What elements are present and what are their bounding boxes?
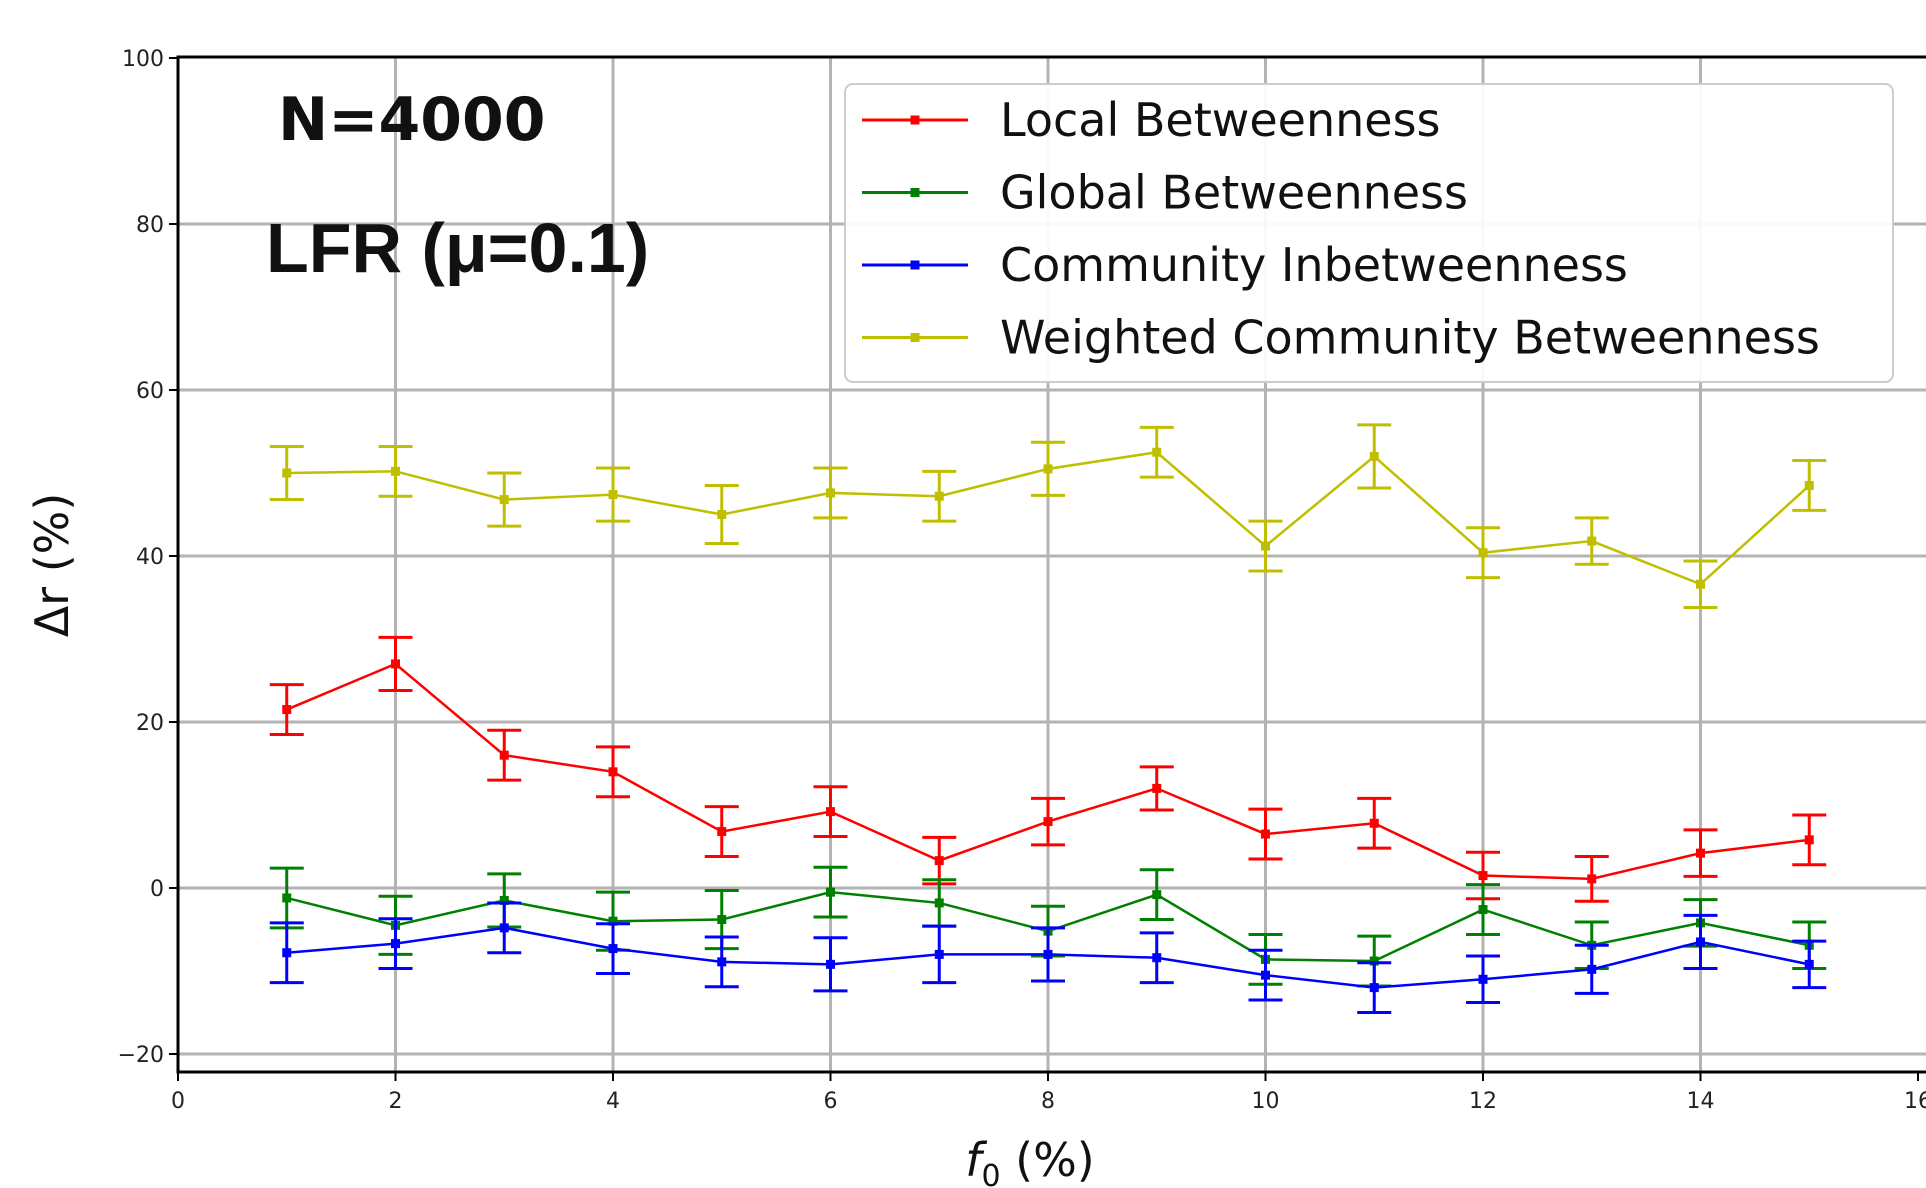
x-tick-label: 10 [1252,1089,1280,1114]
x-tick-label: 16 [1904,1089,1926,1114]
data-point [1804,959,1814,969]
legend-label: Community Inbetweenness [1000,238,1628,292]
x-tick-label: 6 [824,1089,838,1114]
data-point [826,887,835,897]
legend-label: Weighted Community Betweenness [1000,311,1820,365]
ticks: 0 2 4 6 8 10 12 14 16 −20 0 20 40 60 80 100 [118,47,1926,1114]
legend-swatch-marker [910,260,920,270]
plot-frame [176,55,1926,1074]
data-point [1478,905,1488,915]
data-point [934,491,944,501]
data-point [1369,983,1379,993]
series-local-betweenness [269,635,1827,903]
y-tick-label: −20 [118,1043,164,1068]
y-tick-label: 20 [136,711,164,736]
legend-label: Local Betweenness [1000,93,1441,147]
data-point [1696,937,1705,947]
x-tick-label: 4 [606,1089,620,1114]
legend: Local Betweenness Global Betweenness Commu… [844,83,1894,383]
data-point [282,468,292,478]
data-point [717,915,727,925]
data-point [391,659,400,669]
legend-swatch-marker [910,333,920,342]
data-point [1152,447,1162,457]
series-weighted-community-betweenness [269,423,1827,609]
annotation-n: N=4000 [278,85,545,155]
data-point [1696,579,1705,589]
x-tick-label: 14 [1687,1089,1715,1114]
data-point [608,944,618,954]
data-point [1261,829,1270,839]
data-point [1043,949,1053,959]
data-point [1587,536,1597,546]
data-point [826,488,835,498]
legend-box [844,83,1894,383]
data-point [1369,818,1379,828]
data-point [1587,964,1597,974]
y-tick-label: 40 [136,545,164,570]
data-point [1478,548,1488,558]
data-point [1261,541,1270,551]
x-tick-label: 2 [389,1089,403,1114]
data-point [1261,970,1270,980]
data-point [934,898,944,908]
data-point [391,939,400,949]
data-point [1587,874,1597,884]
y-axis-label: Δr (%) [25,493,79,638]
data-point [1043,817,1053,827]
data-point [499,895,509,905]
data-point [1152,783,1162,793]
y-tick-label: 60 [136,379,164,404]
legend-swatch-marker [910,115,920,125]
legend-label: Global Betweenness [1000,166,1468,220]
data-point [717,510,727,519]
data-point [934,856,944,866]
data-point [1478,974,1488,984]
series-community-inbetweenness [269,901,1827,1014]
x-tick-label: 12 [1469,1089,1497,1114]
data-point [499,495,509,505]
x-axis-label: f0 (%) [965,1133,1095,1188]
data-point [1369,451,1379,461]
data-point [826,807,835,817]
data-point [934,949,944,959]
data-point [826,959,835,969]
data-point [499,923,509,933]
x-tick-label: 0 [171,1089,185,1114]
data-point [608,490,618,500]
y-tick-label: 100 [122,47,164,72]
legend-swatch-marker [910,188,920,197]
y-tick-label: 80 [136,213,164,238]
x-tick-label: 8 [1041,1089,1055,1114]
y-tick-label: 0 [150,877,164,902]
data-point [1152,890,1162,900]
data-point [1369,956,1379,966]
data-point [717,957,727,967]
data-point [608,767,618,777]
data-point [1478,871,1488,881]
annotation-lfr: LFR (μ=0.1) [266,209,649,287]
data-point [1804,835,1814,845]
data-point [608,916,618,926]
data-point [717,827,727,837]
data-point [1696,848,1705,858]
series-layer [269,423,1827,1014]
data-point [391,466,400,476]
data-point [282,948,292,958]
data-point [1043,464,1053,474]
data-point [1804,480,1814,490]
data-point [499,750,509,760]
data-point [282,705,292,715]
data-point [1152,953,1162,963]
data-point [282,893,292,903]
